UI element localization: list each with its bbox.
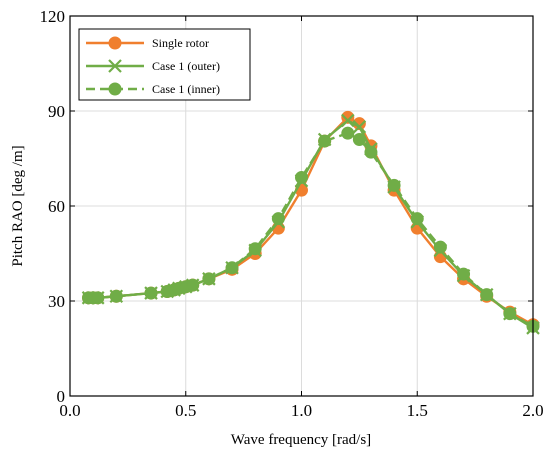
series-layer [81, 110, 540, 335]
y-tick-label: 30 [48, 292, 65, 311]
legend-entry: Single rotor [86, 36, 209, 50]
data-point [248, 242, 262, 256]
y-tick-label: 0 [57, 387, 66, 406]
legend-label: Single rotor [152, 36, 209, 50]
data-point [108, 59, 122, 73]
data-point [109, 289, 123, 303]
data-point [144, 286, 158, 300]
data-point [225, 261, 239, 275]
y-axis-label: Pitch RAO [deg /m] [10, 145, 26, 266]
x-tick-label: 0.0 [59, 401, 80, 420]
x-tick-label: 2.0 [522, 401, 543, 420]
data-point-stroke [108, 59, 122, 73]
data-point [186, 278, 200, 292]
series-3 [82, 126, 540, 333]
data-point [108, 82, 122, 96]
data-point [387, 178, 401, 192]
data-point-stroke [341, 113, 355, 128]
data-point [271, 212, 285, 226]
data-point [202, 272, 216, 286]
y-tick-label: 60 [48, 197, 65, 216]
data-point [503, 307, 517, 321]
data-point [352, 120, 367, 134]
data-point [433, 240, 447, 254]
data-point [352, 133, 366, 146]
legend-entry: Case 1 (outer) [86, 59, 220, 73]
data-point [364, 145, 378, 159]
data-point-stroke [352, 120, 367, 134]
data-point [410, 212, 424, 226]
data-point [480, 288, 494, 302]
y-tick-label: 90 [48, 102, 65, 121]
legend-label: Case 1 (inner) [152, 82, 220, 96]
legend: Single rotor Case 1 (outer) Case 1 (inner) [78, 28, 251, 101]
x-axis-label: Wave frequency [rad/s] [231, 432, 371, 448]
data-point [457, 267, 471, 281]
data-point [91, 291, 105, 305]
series-line [88, 131, 534, 328]
x-tick-label: 1.5 [407, 401, 428, 420]
data-point [295, 171, 308, 184]
data-point [341, 110, 355, 124]
legend-label: Case 1 (outer) [152, 59, 220, 73]
data-point [341, 113, 355, 128]
data-point [318, 134, 332, 148]
legend-entry: Case 1 (inner) [86, 82, 220, 96]
y-tick-label: 120 [40, 7, 66, 26]
x-tick-label: 0.5 [175, 401, 196, 420]
data-point [108, 36, 122, 50]
axis-ticks [69, 15, 534, 397]
data-point [341, 126, 355, 140]
x-tick-label: 1.0 [291, 401, 312, 420]
